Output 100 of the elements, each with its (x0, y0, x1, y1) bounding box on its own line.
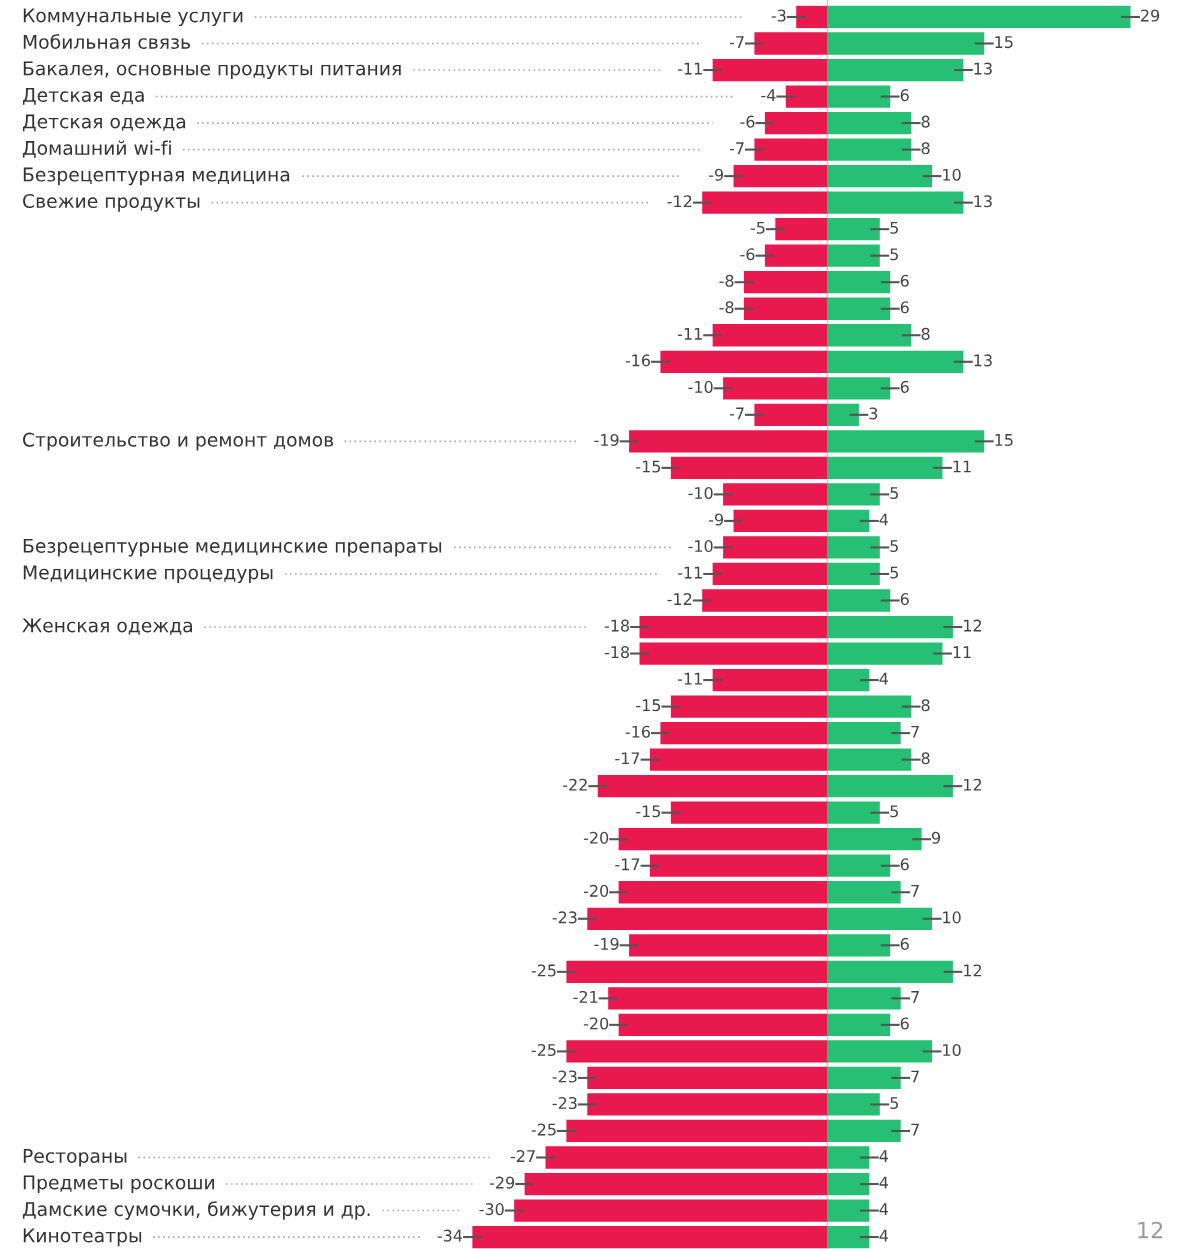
data-label: -10 (688, 486, 713, 500)
y-tick-label: Рестораны (23, 1149, 127, 1167)
data-label: -17 (615, 752, 640, 765)
data-label: 6 (900, 1017, 909, 1030)
data-label: 10 (943, 911, 961, 924)
data-label: -15 (636, 805, 661, 818)
data-label: -21 (573, 990, 598, 1003)
data-label: 11 (953, 646, 971, 658)
y-tick-label: Безрецептурные медицинские препараты (23, 538, 442, 557)
data-label: -29 (489, 1176, 515, 1189)
data-label: 8 (921, 699, 930, 712)
data-label: 7 (911, 885, 919, 897)
data-label: -11 (677, 328, 702, 340)
y-tick-label: Женская одежда (22, 618, 192, 635)
data-label: 10 (943, 168, 961, 181)
data-label: 6 (900, 937, 909, 950)
data-label: -25 (531, 964, 556, 977)
data-label: -12 (667, 593, 692, 605)
data-label: -6 (740, 115, 755, 128)
data-label: -15 (636, 460, 661, 473)
data-label: -7 (729, 36, 744, 48)
data-label: 8 (921, 752, 930, 765)
data-label: -11 (677, 566, 702, 579)
data-label: -23 (552, 1070, 577, 1083)
data-label: 6 (900, 274, 909, 287)
data-label: -17 (615, 858, 640, 871)
data-label: -16 (625, 354, 651, 367)
data-label: 13 (974, 62, 992, 75)
data-label: 6 (900, 858, 909, 871)
data-label: 6 (900, 593, 909, 606)
data-label: 4 (879, 1229, 889, 1242)
data-label: -19 (594, 937, 619, 950)
data-label: 13 (974, 354, 992, 367)
data-label: -3 (771, 9, 786, 22)
data-label: 13 (974, 195, 992, 208)
data-label: 5 (890, 487, 898, 500)
data-label: 6 (900, 301, 909, 314)
data-label: -20 (583, 1017, 609, 1030)
data-label: 7 (911, 1123, 919, 1136)
data-label: 4 (879, 1150, 889, 1162)
data-label: 15 (995, 434, 1013, 446)
data-label: 12 (964, 619, 982, 632)
data-label: -16 (625, 725, 651, 738)
data-label: -4 (761, 89, 776, 101)
y-tick-label: Медицинские процедуры (23, 565, 273, 584)
data-label: 29 (1141, 9, 1160, 22)
data-label: 5 (890, 805, 898, 818)
y-tick-label: Мобильная связь (23, 34, 190, 49)
data-label: -7 (729, 407, 744, 420)
data-label: 5 (890, 566, 898, 579)
data-label: -11 (677, 672, 702, 685)
data-label: -8 (719, 274, 734, 287)
data-label: 4 (879, 1203, 889, 1215)
y-tick-label: Домашний wi-fi (22, 140, 171, 158)
data-label: 11 (953, 460, 971, 473)
data-label: 7 (911, 1070, 919, 1083)
data-label: -11 (677, 62, 702, 75)
data-label: 4 (879, 1176, 889, 1189)
y-tick-label: Дамские сумочки, бижутерия и др. (22, 1201, 370, 1220)
data-label: 7 (911, 725, 919, 738)
y-tick-label: Детская еда (22, 88, 144, 105)
data-label: 4 (879, 672, 889, 685)
data-label: -18 (604, 619, 630, 632)
data-label: -23 (552, 911, 577, 924)
data-label: -27 (510, 1150, 535, 1162)
data-label: 12 (964, 964, 982, 977)
data-label: -12 (667, 195, 692, 208)
data-label: 4 (879, 513, 889, 526)
data-label: -9 (708, 168, 724, 181)
data-label: -18 (604, 646, 630, 659)
y-tick-label: Строительство и ремонт домов (23, 432, 334, 451)
y-tick-label: Бакалея, основные продукты питания (23, 61, 401, 80)
data-label: -5 (750, 221, 765, 234)
y-tick-label: Детская одежда (22, 114, 186, 132)
data-label: 9 (931, 831, 941, 844)
data-label: 6 (900, 380, 909, 393)
data-label: -6 (740, 248, 755, 261)
data-label: -19 (594, 433, 619, 446)
data-label: 5 (890, 1097, 898, 1110)
data-label: -22 (563, 778, 587, 791)
data-label: 5 (890, 540, 898, 553)
data-label: -34 (437, 1229, 463, 1242)
y-tick-label: Предметы роскоши (23, 1175, 214, 1194)
data-label: -20 (583, 884, 609, 897)
data-label: -15 (636, 699, 661, 712)
y-tick-label: Кинотеатры (23, 1228, 142, 1247)
data-label: -23 (552, 1097, 577, 1110)
data-label: -25 (531, 1123, 556, 1136)
data-label: 8 (921, 327, 930, 340)
y-tick-label: Безрецептурная медицина (23, 167, 290, 186)
data-label: 8 (921, 115, 930, 128)
data-label: 10 (943, 1043, 961, 1057)
text: 12 (1138, 1221, 1163, 1239)
data-label: 15 (995, 36, 1013, 49)
data-label: 5 (890, 248, 898, 261)
data-label: -9 (708, 513, 724, 526)
data-label: 7 (911, 991, 919, 1003)
data-label: 8 (921, 142, 930, 155)
data-label: -8 (719, 301, 734, 314)
data-label: 6 (900, 89, 909, 102)
